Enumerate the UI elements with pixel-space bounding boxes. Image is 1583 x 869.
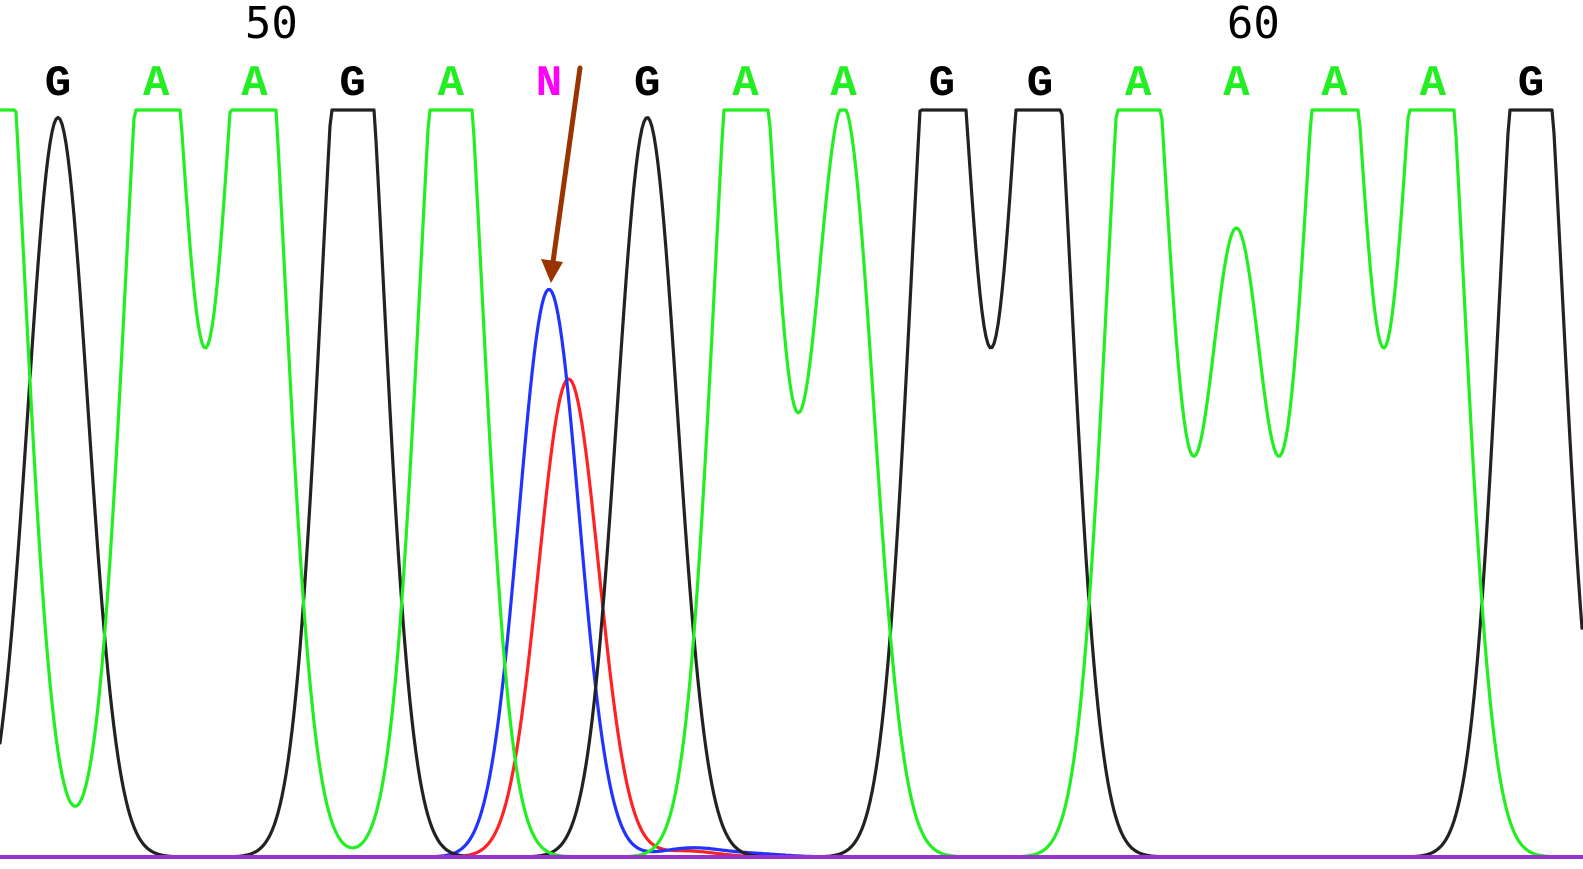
trace-a [0,108,1583,859]
base-call-a: A [1125,59,1152,109]
trace-t [0,377,1583,859]
base-call-g: G [339,59,365,109]
base-call-a: A [1223,59,1250,109]
base-call-a: A [1321,59,1348,109]
trace-layer [0,108,1583,859]
base-call-a: A [1420,59,1447,109]
trace-g [0,108,1583,859]
ambiguity-arrow-head [541,259,563,283]
base-call-a: A [438,59,465,109]
position-ticks: 50 60 [245,0,1280,49]
base-call-g: G [45,59,71,109]
annotation-layer [541,65,583,283]
base-call-n: N [536,59,562,109]
base-call-a: A [732,59,759,109]
position-tick-label: 50 [245,0,298,49]
base-call-g: G [1027,59,1053,109]
base-call-g: G [634,59,660,109]
base-call-g: G [1518,59,1544,109]
base-call-a: A [143,59,170,109]
base-call-g: G [929,59,955,109]
base-call-a: A [241,59,268,109]
position-tick-label: 60 [1227,0,1280,49]
ambiguity-arrow-shaft [550,65,583,265]
base-call-a: A [830,59,857,109]
trace-c [0,288,1583,859]
